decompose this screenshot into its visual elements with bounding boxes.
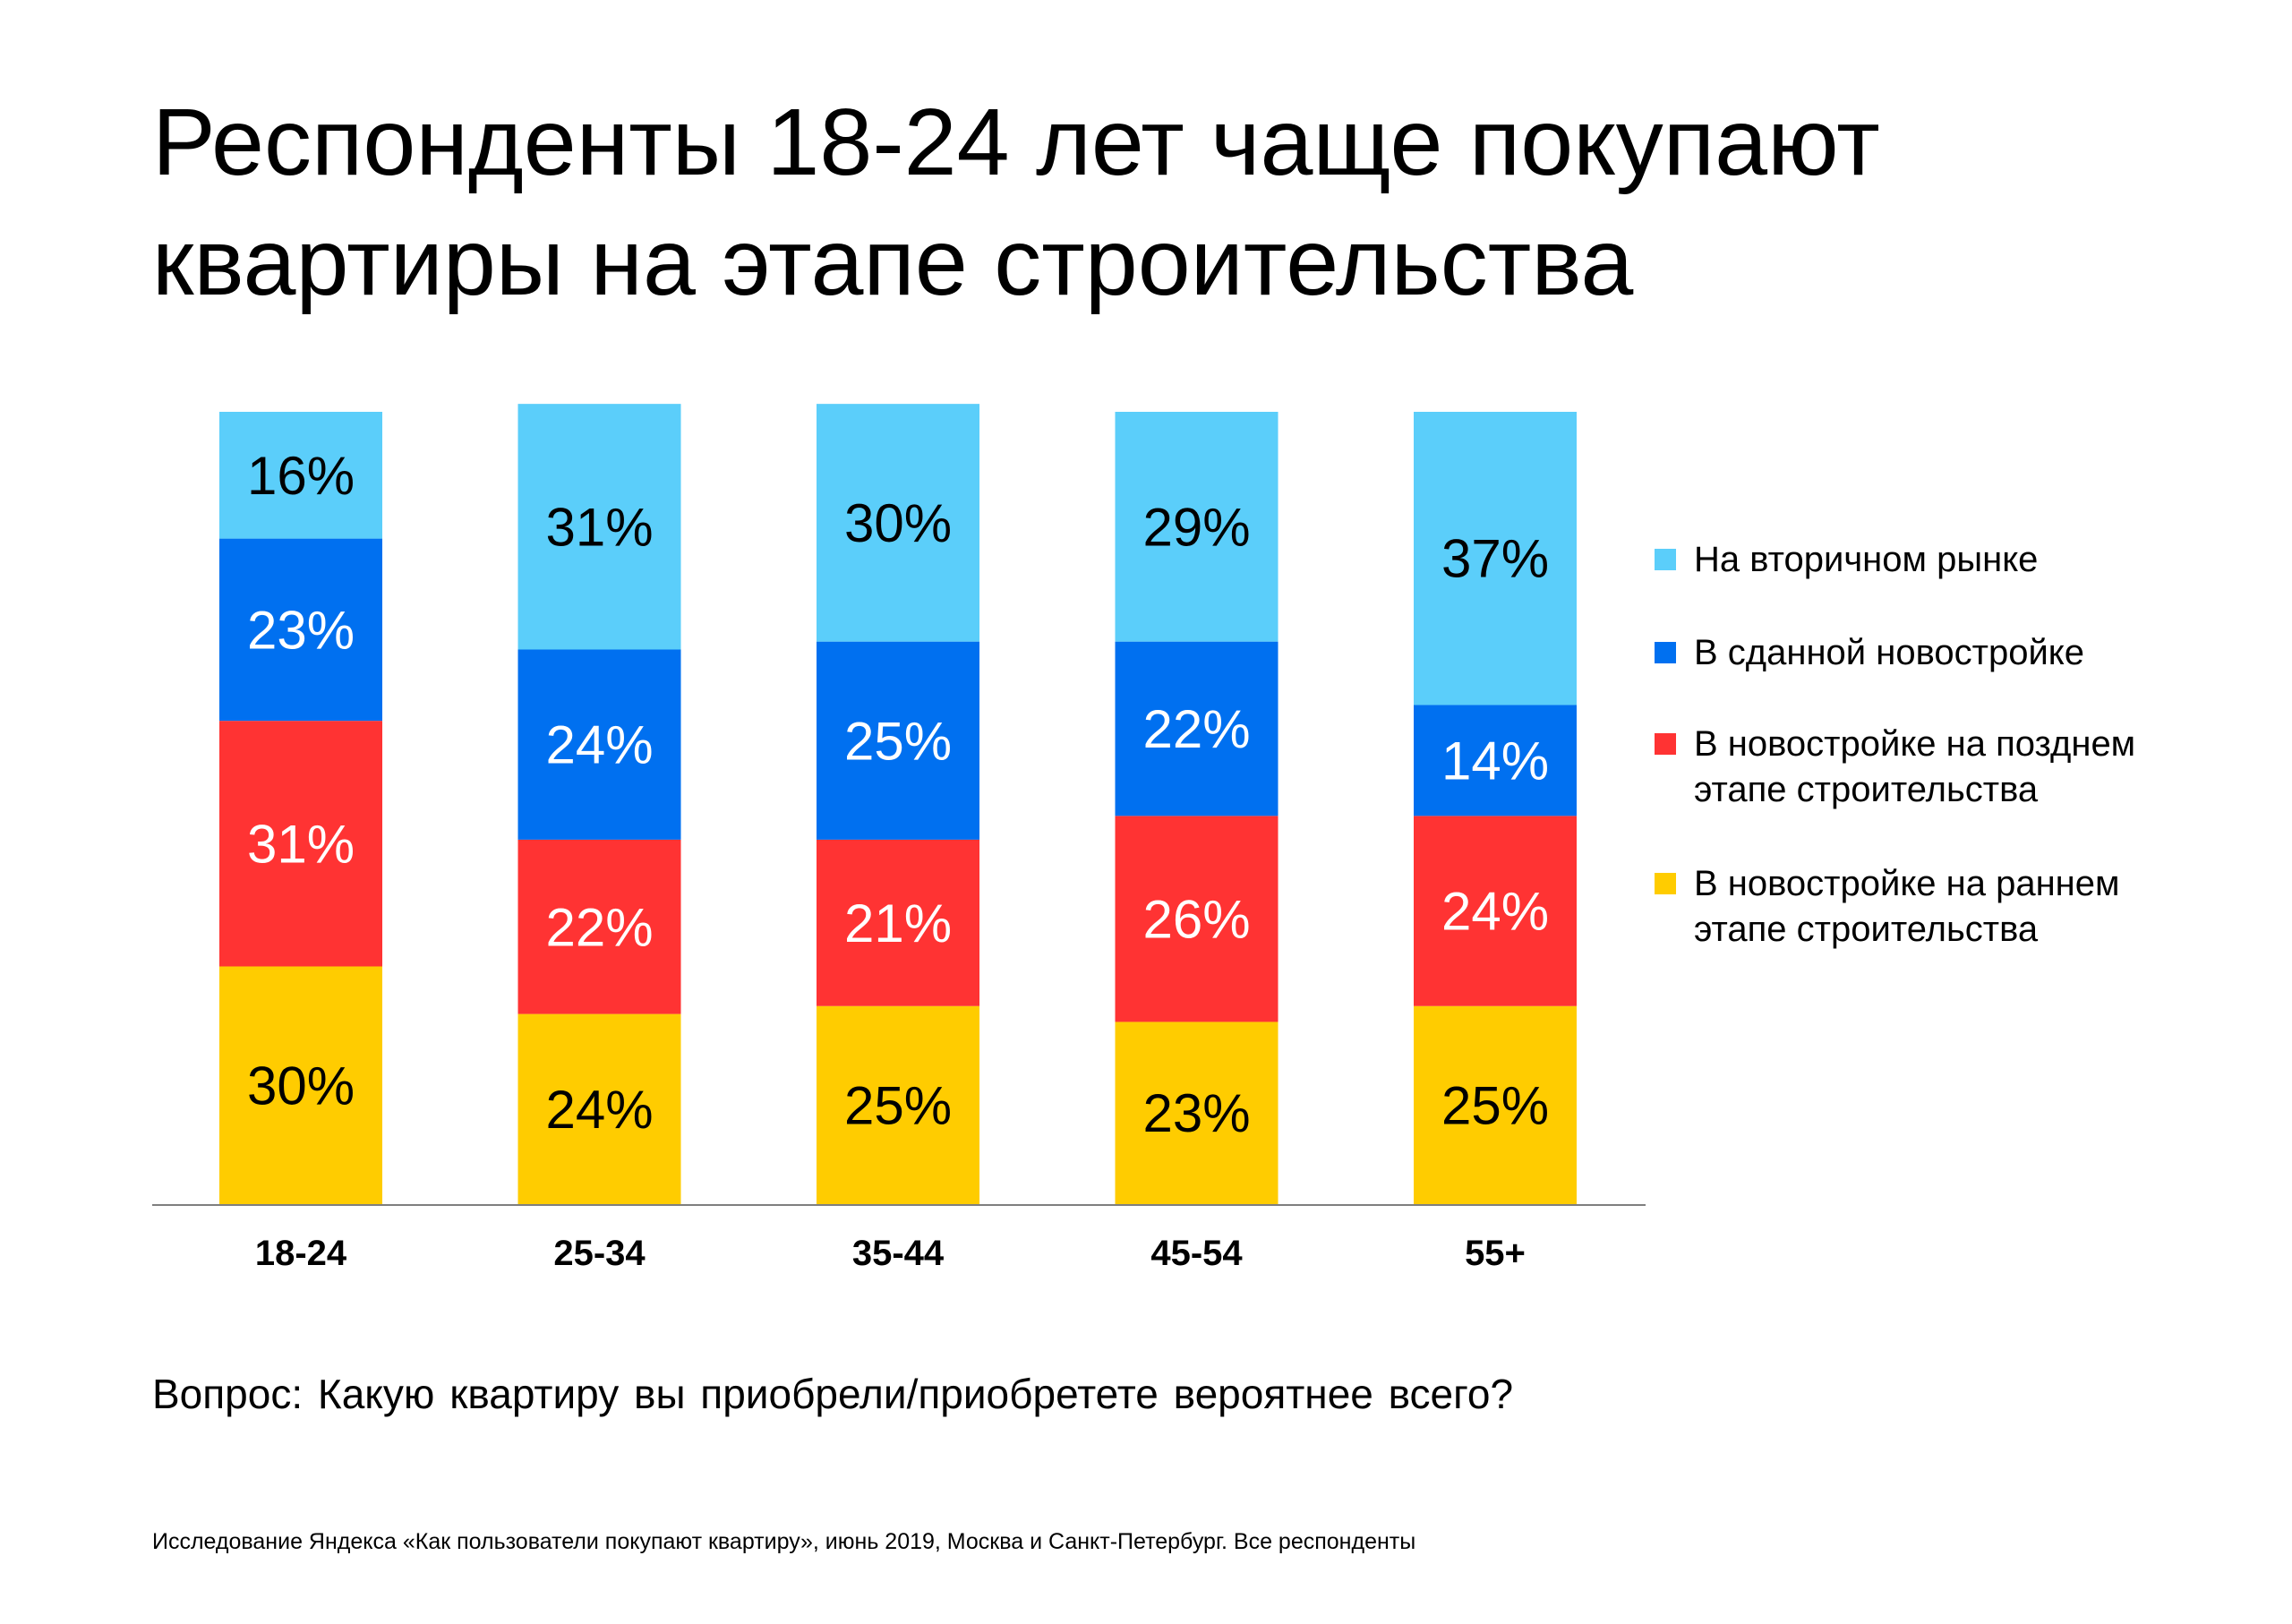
legend-label-early-construction: В новостройке на раннем этапе строительс… bbox=[1694, 864, 2120, 949]
bar-segment-45-54-s1 bbox=[1115, 816, 1279, 1022]
legend-swatch-secondary-market bbox=[1655, 549, 1676, 570]
x-tick-label-18-24: 18-24 bbox=[255, 1234, 347, 1273]
bar-segment-18-24-s1 bbox=[219, 721, 382, 967]
legend-label-secondary-market: На вторичном рынке bbox=[1694, 540, 2039, 579]
survey-question: Вопрос: Какую квартиру вы приобрели/прио… bbox=[152, 1371, 1514, 1417]
legend-label-late-construction: В новостройке на позднем этапе строитель… bbox=[1694, 724, 2136, 809]
bar-segment-55+-s3 bbox=[1414, 412, 1577, 705]
legend-swatch-completed-new-building bbox=[1655, 642, 1676, 663]
data-label-55+-s3: 37% bbox=[1441, 529, 1549, 589]
data-label-25-34-s0: 24% bbox=[545, 1080, 653, 1140]
x-tick-label-55+: 55+ bbox=[1465, 1234, 1526, 1273]
data-label-18-24-s1: 31% bbox=[247, 814, 355, 874]
bar-segment-55+-s2 bbox=[1414, 705, 1577, 816]
bar-segment-55+-s1 bbox=[1414, 816, 1577, 1006]
legend-swatch-late-construction bbox=[1655, 733, 1676, 755]
bar-segment-45-54-s2 bbox=[1115, 641, 1279, 816]
data-label-45-54-s0: 23% bbox=[1142, 1083, 1250, 1143]
data-label-25-34-s3: 31% bbox=[545, 497, 653, 557]
bar-segment-18-24-s2 bbox=[219, 538, 382, 722]
bar-segment-45-54-s0 bbox=[1115, 1021, 1279, 1204]
data-label-35-44-s1: 21% bbox=[844, 893, 952, 953]
data-label-45-54-s2: 22% bbox=[1142, 699, 1250, 759]
data-label-35-44-s0: 25% bbox=[844, 1075, 952, 1135]
bar-segment-25-34-s2 bbox=[517, 649, 681, 840]
legend-label-completed-new-building: В сданной новостройке bbox=[1694, 633, 2084, 672]
data-label-18-24-s2: 23% bbox=[247, 600, 355, 660]
x-tick-label-35-44: 35-44 bbox=[852, 1234, 945, 1273]
bar-segment-35-44-s0 bbox=[817, 1005, 979, 1204]
bar-segment-25-34-s3 bbox=[517, 404, 681, 650]
bar-segment-55+-s0 bbox=[1414, 1005, 1577, 1204]
data-label-18-24-s3: 16% bbox=[247, 446, 355, 506]
bar-segment-35-44-s1 bbox=[817, 839, 979, 1006]
bar-segment-25-34-s0 bbox=[517, 1013, 681, 1204]
data-label-35-44-s3: 30% bbox=[844, 493, 952, 553]
data-label-25-34-s1: 22% bbox=[545, 897, 653, 957]
data-label-55+-s1: 24% bbox=[1441, 882, 1549, 942]
chart-title-line-1: Респонденты 18-24 лет чаще покупают bbox=[152, 90, 1880, 195]
legend-item-completed-new-building: В сданной новостройке bbox=[1655, 630, 2084, 676]
legend-swatch-early-construction bbox=[1655, 873, 1676, 894]
data-label-55+-s2: 14% bbox=[1441, 731, 1549, 791]
data-label-45-54-s1: 26% bbox=[1142, 889, 1250, 949]
bar-segment-18-24-s3 bbox=[219, 412, 382, 539]
data-label-45-54-s3: 29% bbox=[1142, 497, 1250, 557]
source-note: Исследование Яндекса «Как пользователи п… bbox=[152, 1529, 1416, 1554]
bar-segment-35-44-s2 bbox=[817, 641, 979, 840]
chart-title-line-2: квартиры на этапе строительства bbox=[152, 209, 1634, 315]
legend-item-secondary-market: На вторичном рынке bbox=[1655, 537, 2038, 583]
data-label-55+-s0: 25% bbox=[1441, 1075, 1549, 1135]
data-label-35-44-s2: 25% bbox=[844, 711, 952, 771]
x-tick-label-45-54: 45-54 bbox=[1150, 1234, 1243, 1273]
bar-segment-35-44-s3 bbox=[817, 404, 979, 642]
chart-title: Респонденты 18-24 лет чаще покупают квар… bbox=[152, 82, 2167, 322]
x-tick-label-25-34: 25-34 bbox=[553, 1234, 646, 1273]
bar-segment-45-54-s3 bbox=[1115, 412, 1279, 642]
legend-item-early-construction: В новостройке на раннем этапе строительс… bbox=[1655, 861, 2120, 953]
bar-segment-25-34-s1 bbox=[517, 839, 681, 1014]
data-label-25-34-s2: 24% bbox=[545, 715, 653, 775]
legend-item-late-construction: В новостройке на позднем этапе строитель… bbox=[1655, 722, 2135, 813]
data-label-18-24-s0: 30% bbox=[247, 1056, 355, 1115]
bar-segment-18-24-s0 bbox=[219, 966, 382, 1204]
